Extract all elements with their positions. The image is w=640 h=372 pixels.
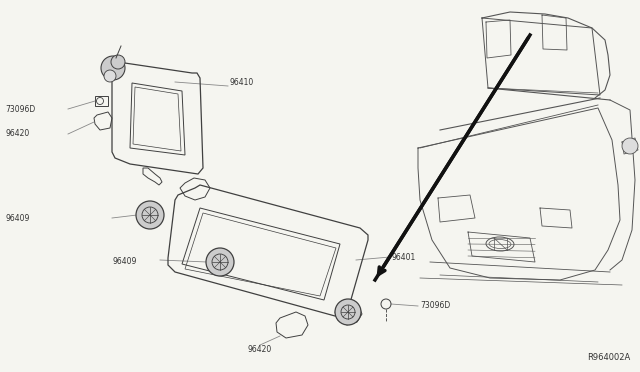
Text: 96401: 96401: [392, 253, 416, 262]
Text: 96420: 96420: [5, 128, 29, 138]
Circle shape: [136, 201, 164, 229]
Text: 96420: 96420: [248, 346, 272, 355]
Circle shape: [335, 299, 361, 325]
Circle shape: [206, 248, 234, 276]
Circle shape: [104, 70, 116, 82]
Text: 96410: 96410: [230, 77, 254, 87]
Circle shape: [111, 55, 125, 69]
Text: R964002A: R964002A: [587, 353, 630, 362]
Circle shape: [101, 56, 125, 80]
Text: 73096D: 73096D: [5, 105, 35, 113]
Text: 96409: 96409: [112, 257, 136, 266]
Circle shape: [622, 138, 638, 154]
Text: 96409: 96409: [5, 214, 29, 222]
Text: 73096D: 73096D: [420, 301, 451, 311]
